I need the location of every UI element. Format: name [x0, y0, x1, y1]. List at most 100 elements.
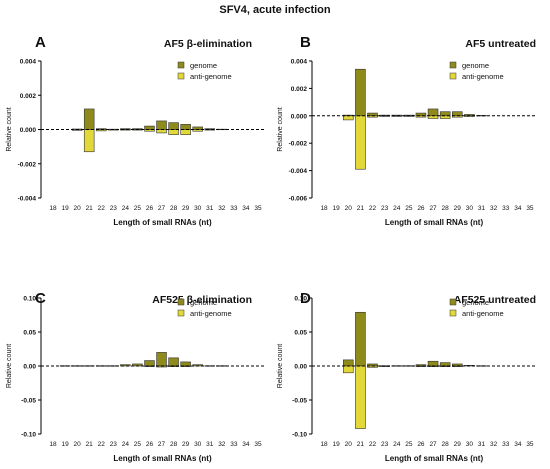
panel-c-x-tick-label: 28: [170, 441, 178, 448]
panel-a-legend-label-genome: genome: [190, 61, 217, 70]
figure-title: SFV4, acute infection: [219, 4, 331, 16]
panel-a-x-tick-label: 21: [86, 205, 94, 212]
panel-d-y-tick-label: -0.05: [292, 398, 307, 405]
panel-b-y-tick-label: 0.002: [291, 86, 308, 93]
panel-b-y-tick-label: -0.002: [289, 141, 308, 148]
panel-c-x-tick-label: 29: [182, 441, 190, 448]
panel-a-x-tick-label: 32: [218, 205, 226, 212]
panel-b-x-tick-label: 23: [381, 205, 389, 212]
panel-c-x-tick-label: 30: [194, 441, 202, 448]
panel-c-y-tick-label: 0.00: [23, 364, 36, 371]
panel-a-x-tick-label: 23: [110, 205, 118, 212]
panel-d-bar-genome: [343, 359, 354, 367]
panel-a-x-tick-label: 25: [134, 205, 142, 212]
panel-c-bar-genome: [120, 364, 131, 367]
panel-b-y-tick-label: 0.004: [291, 59, 308, 66]
panel-a-x-tick-label: 31: [206, 205, 214, 212]
panel-a-bar-anti-genome: [204, 129, 215, 131]
panel-c-x-tick-label: 26: [146, 441, 154, 448]
panel-a-y-tick-label: 0.000: [20, 127, 37, 134]
panel-d-bar-genome: [476, 365, 487, 367]
panel-b-y-label: Relative count: [277, 107, 284, 151]
panel-d-bar-genome: [427, 360, 439, 367]
panel-c-x-tick-label: 20: [74, 441, 82, 448]
panel-a-y-tick-label: -0.002: [18, 161, 37, 168]
panel-d-y-tick-label: -0.10: [292, 432, 307, 439]
panel-b-legend-label-anti-genome: anti-genome: [462, 72, 504, 81]
panel-a-bar-genome: [144, 125, 155, 130]
panel-b-x-tick-label: 27: [429, 205, 437, 212]
panel-d-bar-genome: [439, 362, 451, 367]
panel-a-bar-anti-genome: [83, 129, 95, 153]
panel-c-x-tick-label: 34: [242, 441, 250, 448]
panel-c-bar-anti-genome: [180, 365, 191, 367]
panel-b-bar-genome: [476, 115, 487, 117]
panel-a-x-tick-label: 30: [194, 205, 202, 212]
panel-d-bar-genome: [391, 365, 402, 367]
panel-a-x-label: Length of small RNAs (nt): [113, 218, 212, 227]
panel-d-x-tick-label: 20: [345, 441, 353, 448]
panel-d-x-tick-label: 18: [320, 441, 328, 448]
panel-b-x-tick-label: 19: [333, 205, 341, 212]
panel-b-x-tick-label: 28: [442, 205, 450, 212]
panel-c-y-tick-label: 0.10: [23, 296, 36, 303]
panel-d-bar-anti-genome: [439, 365, 451, 367]
panel-b-x-tick-label: 33: [502, 205, 510, 212]
panel-c-x-tick-label: 25: [134, 441, 142, 448]
panel-b-x-tick-label: 18: [320, 205, 328, 212]
panel-a-bar-genome: [180, 124, 191, 130]
panel-d-x-tick-label: 24: [393, 441, 401, 448]
panel-b-x-tick-label: 20: [345, 205, 353, 212]
panel-d-bar-anti-genome: [355, 365, 366, 429]
panel-b-bar-genome: [452, 111, 463, 117]
panel-a-letter: A: [35, 34, 46, 51]
panel-c-legend-swatch-genome: [177, 298, 185, 306]
panel-b-x-tick-label: 32: [490, 205, 498, 212]
panel-b-y-tick-label: -0.006: [289, 196, 308, 203]
panel-b-legend-label-genome: genome: [462, 61, 489, 70]
panel-c-bar-genome: [168, 357, 179, 367]
panel-c-x-tick-label: 19: [61, 441, 69, 448]
panel-b-x-tick-label: 26: [417, 205, 425, 212]
panel-c-x-tick-label: 32: [218, 441, 226, 448]
panel-d-x-tick-label: 30: [466, 441, 474, 448]
panel-c-x-tick-label: 18: [49, 441, 57, 448]
panel-b-x-tick-label: 24: [393, 205, 401, 212]
panel-a-x-tick-label: 33: [230, 205, 238, 212]
panel-c-y-label: Relative count: [6, 344, 13, 388]
panel-c-x-tick-label: 33: [230, 441, 238, 448]
panel-d-x-tick-label: 33: [502, 441, 510, 448]
panel-d-bar-anti-genome: [415, 365, 427, 367]
panel-a-legend-swatch-genome: [177, 61, 185, 69]
panel-d-x-tick-label: 26: [417, 441, 425, 448]
panel-a-x-tick-label: 26: [146, 205, 154, 212]
panel-a-y-label: Relative count: [6, 107, 13, 151]
panel-c-bar-genome: [204, 365, 215, 367]
panel-d-y-tick-label: 0.10: [294, 296, 307, 303]
panel-c-bar-anti-genome: [144, 365, 155, 367]
panel-d-legend-label-genome: genome: [462, 298, 489, 307]
panel-c-y-tick-label: 0.05: [23, 330, 36, 337]
panel-c-title: AF525 β-elimination: [152, 294, 252, 306]
panel-a-y-tick-label: 0.004: [20, 59, 37, 66]
panel-b-bar-genome: [427, 108, 439, 117]
panel-c-x-tick-label: 27: [158, 441, 166, 448]
panel-c-x-tick-label: 23: [110, 441, 118, 448]
panel-c-y-tick-label: -0.05: [21, 398, 36, 405]
panel-a-x-tick-label: 22: [98, 205, 106, 212]
panel-b-x-tick-label: 21: [357, 205, 365, 212]
panel-d-y-tick-label: 0.05: [294, 330, 307, 337]
panel-c-x-tick-label: 21: [86, 441, 94, 448]
panel-a-bar-genome: [83, 108, 95, 130]
panel-b-x-tick-label: 35: [526, 205, 534, 212]
panel-d-x-tick-label: 35: [526, 441, 534, 448]
panel-c-x-label: Length of small RNAs (nt): [113, 454, 212, 463]
panel-d-legend-swatch-anti-genome: [449, 309, 457, 317]
panel-a-x-tick-label: 18: [49, 205, 57, 212]
panel-b-y-tick-label: -0.004: [289, 168, 308, 175]
panel-d-x-tick-label: 25: [405, 441, 413, 448]
panel-a-bar-anti-genome: [144, 129, 155, 132]
panel-b-x-tick-label: 22: [369, 205, 377, 212]
panel-b-bar-genome: [439, 111, 451, 117]
